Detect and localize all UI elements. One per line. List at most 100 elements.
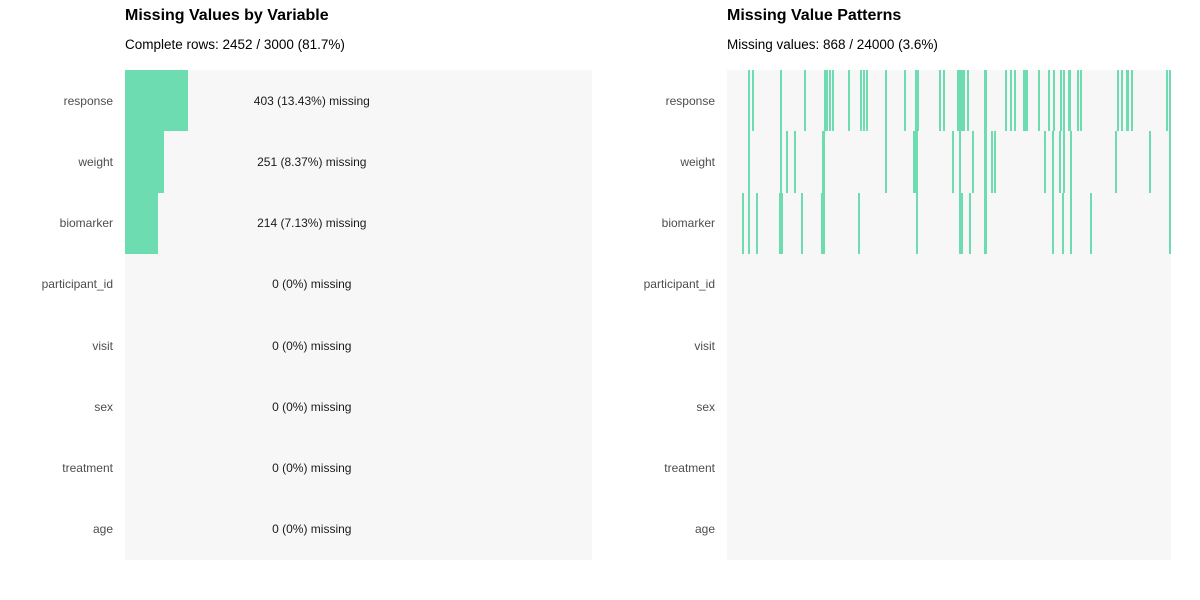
missing-cell-line	[1063, 131, 1066, 193]
left-panel-title: Missing Values by Variable	[125, 7, 329, 24]
missing-cell-line	[1009, 70, 1012, 132]
missing-cell-line	[885, 131, 888, 193]
missing-cell-line	[829, 70, 832, 132]
missing-cell-line	[862, 70, 865, 132]
missing-cell-line	[778, 192, 781, 254]
missing-cell-line	[755, 192, 758, 254]
variable-row-label: biomarker	[59, 216, 113, 231]
missing-cell-line	[747, 70, 750, 132]
variable-row-label: participant_id	[643, 277, 715, 292]
missing-cell-line	[1131, 70, 1134, 132]
variable-row-label: biomarker	[661, 216, 715, 231]
missing-cell-line	[1052, 192, 1054, 254]
missing-cell-line	[826, 70, 828, 132]
missing-cell-line	[742, 192, 745, 254]
missing-cell-line	[860, 70, 863, 132]
missing-cell-line	[1067, 70, 1071, 132]
missing-count-label: 251 (8.37%) missing	[257, 154, 367, 169]
missing-cell-line	[942, 70, 945, 132]
missing-cell-line	[1013, 70, 1016, 132]
missing-cell-line	[956, 70, 959, 132]
missing-cell-line	[1116, 70, 1119, 132]
variable-row-label: visit	[92, 338, 113, 353]
missing-cell-line	[993, 131, 996, 193]
missing-cell-line	[916, 131, 919, 193]
missing-count-label: 0 (0%) missing	[272, 277, 352, 292]
variable-row-label: response	[665, 93, 715, 108]
variable-row-label: weight	[78, 154, 113, 169]
missing-cell-line	[916, 192, 919, 254]
missing-cell-line	[984, 131, 988, 193]
missing-bar-chart-plot-area: 403 (13.43%) missing 251 (8.37%) missing 2…	[125, 70, 592, 560]
missing-cell-line	[794, 131, 797, 193]
variable-row-label: age	[92, 522, 113, 537]
right-panel-title: Missing Value Patterns	[727, 7, 902, 24]
missing-cell-line	[1052, 131, 1054, 193]
missing-cell-line	[1168, 192, 1171, 254]
missing-cell-line	[1168, 70, 1171, 132]
missing-cell-line	[960, 70, 963, 132]
missing-cell-line	[917, 70, 920, 132]
variable-row-label: visit	[694, 338, 715, 353]
missing-cell-line	[885, 70, 888, 132]
right-panel-subtitle: Missing values: 868 / 24000 (3.6%)	[727, 37, 938, 52]
missing-count-label: 214 (7.13%) missing	[257, 216, 367, 231]
left-axis-variable-labels: response weight biomarker participant_id vis…	[0, 70, 113, 560]
missing-cell-line	[1125, 70, 1129, 132]
missing-cell-line	[904, 70, 907, 132]
missing-count-bar	[125, 131, 165, 193]
missing-cell-line	[1004, 70, 1007, 132]
missing-cell-line	[952, 131, 955, 193]
missing-count-bar	[125, 70, 188, 132]
variable-row-label: treatment	[62, 461, 113, 476]
missing-cell-line	[801, 192, 804, 254]
missing-cell-line	[1168, 131, 1171, 193]
missing-cell-line	[1044, 131, 1047, 193]
missing-cell-line	[1089, 192, 1092, 254]
missing-cell-line	[1115, 131, 1118, 193]
missing-cell-line	[966, 70, 969, 132]
missing-cell-line	[1166, 70, 1169, 132]
missing-count-label: 403 (13.43%) missing	[253, 93, 370, 108]
missing-cell-line	[1023, 70, 1026, 132]
missing-count-bar	[125, 192, 159, 254]
missing-cell-line	[968, 192, 971, 254]
missing-cell-line	[821, 192, 824, 254]
missing-count-label: 0 (0%) missing	[272, 522, 352, 537]
missing-cell-line	[938, 70, 941, 132]
missing-cell-line	[779, 70, 782, 132]
missing-cell-line	[984, 192, 988, 254]
missing-cell-line	[847, 70, 850, 132]
missing-cell-line	[984, 70, 988, 132]
missing-cell-line	[1060, 70, 1062, 132]
missing-cell-line	[822, 131, 826, 193]
missing-cell-line	[1069, 192, 1072, 254]
missing-cell-line	[1052, 70, 1055, 132]
missing-cell-line	[822, 192, 825, 254]
missing-cell-line	[972, 131, 975, 193]
missing-count-label: 0 (0%) missing	[272, 338, 352, 353]
missing-cell-line	[747, 131, 750, 193]
missing-cell-line	[958, 70, 961, 132]
variable-row-label: response	[63, 93, 113, 108]
missing-cell-line	[1061, 192, 1064, 254]
missing-cell-line	[747, 192, 750, 254]
missing-cell-line	[958, 131, 961, 193]
missing-cell-line	[857, 192, 860, 254]
variable-row-label: treatment	[664, 461, 715, 476]
missing-cell-line	[803, 70, 806, 132]
missing-cell-line	[1069, 131, 1072, 193]
missing-cell-line	[751, 70, 754, 132]
missing-cell-line	[831, 70, 834, 132]
missing-cell-line	[1048, 70, 1050, 132]
missing-cell-line	[1024, 70, 1028, 132]
missing-cell-line	[823, 70, 826, 132]
missing-cell-line	[781, 192, 784, 254]
left-panel-subtitle: Complete rows: 2452 / 3000 (81.7%)	[125, 37, 345, 52]
missing-pattern-plot-area	[727, 70, 1171, 560]
variable-row-label: weight	[680, 154, 715, 169]
missing-cell-line	[865, 70, 868, 132]
variable-row-label: sex	[94, 399, 113, 414]
missing-count-label: 0 (0%) missing	[272, 399, 352, 414]
